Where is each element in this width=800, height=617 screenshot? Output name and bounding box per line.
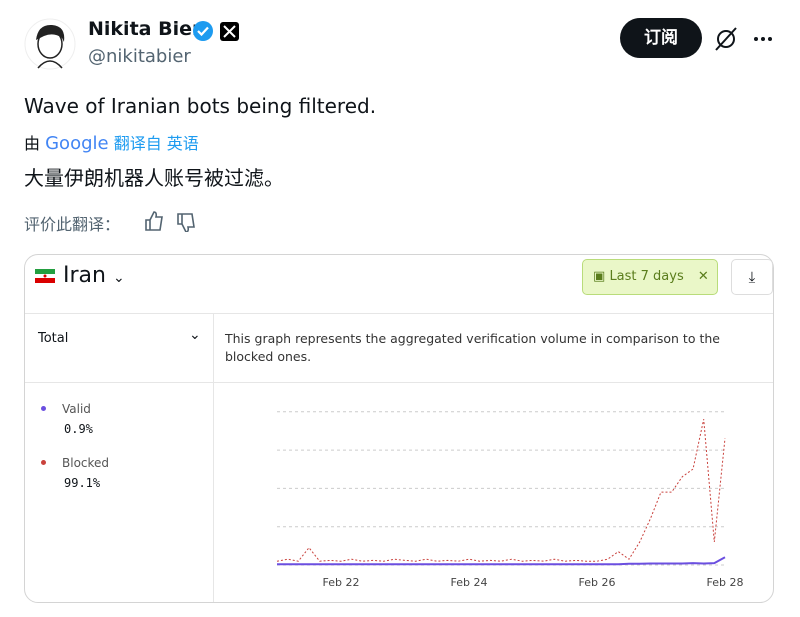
avatar[interactable] xyxy=(24,18,76,70)
metric-chevron[interactable]: ⌄ xyxy=(189,327,201,343)
flag xyxy=(35,269,55,283)
translated-prefix: 由 xyxy=(24,134,41,153)
legend-dot xyxy=(41,460,46,465)
user-handle[interactable]: @nikitabier xyxy=(88,46,191,67)
legend-share: 99.1% xyxy=(64,476,101,490)
description: This graph represents the aggregated ver… xyxy=(225,331,720,364)
download-button[interactable]: ⤓ xyxy=(731,259,773,295)
legend-label: Blocked xyxy=(62,456,110,470)
divider xyxy=(213,313,214,602)
country-select[interactable]: Iran ⌄ xyxy=(63,263,125,288)
date-filter-label: Last 7 days xyxy=(609,269,684,284)
translation-attribution: 由 Google 翻译自 英语 xyxy=(24,130,199,154)
legend: Valid 0.9% Blocked 99.1% xyxy=(39,399,109,507)
badges xyxy=(193,21,239,41)
legend-label: Valid xyxy=(62,402,91,416)
google-logo: Google xyxy=(45,133,109,154)
legend-share: 0.9% xyxy=(64,422,93,436)
tweet-text: Wave of Iranian bots being filtered. xyxy=(24,94,377,118)
user-name[interactable]: Nikita Bier xyxy=(88,18,202,40)
translated-from[interactable]: 翻译自 英语 xyxy=(113,134,199,153)
legend-item: Blocked 99.1% xyxy=(39,453,109,493)
country: Iran xyxy=(63,263,106,288)
legend-dot xyxy=(41,406,46,411)
legend-item: Valid 0.9% xyxy=(39,399,109,439)
metric-select[interactable]: Total xyxy=(38,331,69,346)
date-filter[interactable]: ▣ Last 7 days ✕ xyxy=(582,259,718,295)
divider xyxy=(25,313,773,314)
tweet-actions[interactable] xyxy=(712,24,782,54)
rate-icons[interactable] xyxy=(142,210,202,232)
subscribe-button[interactable]: 订阅 xyxy=(620,18,702,58)
rate-translation: 评价此翻译： xyxy=(24,215,121,234)
chart-card: Iran ⌄ ▣ Last 7 days ✕ ⤓ Total ⌄ This gr… xyxy=(24,254,774,603)
translated-text: 大量伊朗机器人账号被过滤。 xyxy=(24,166,284,190)
divider xyxy=(25,382,773,383)
